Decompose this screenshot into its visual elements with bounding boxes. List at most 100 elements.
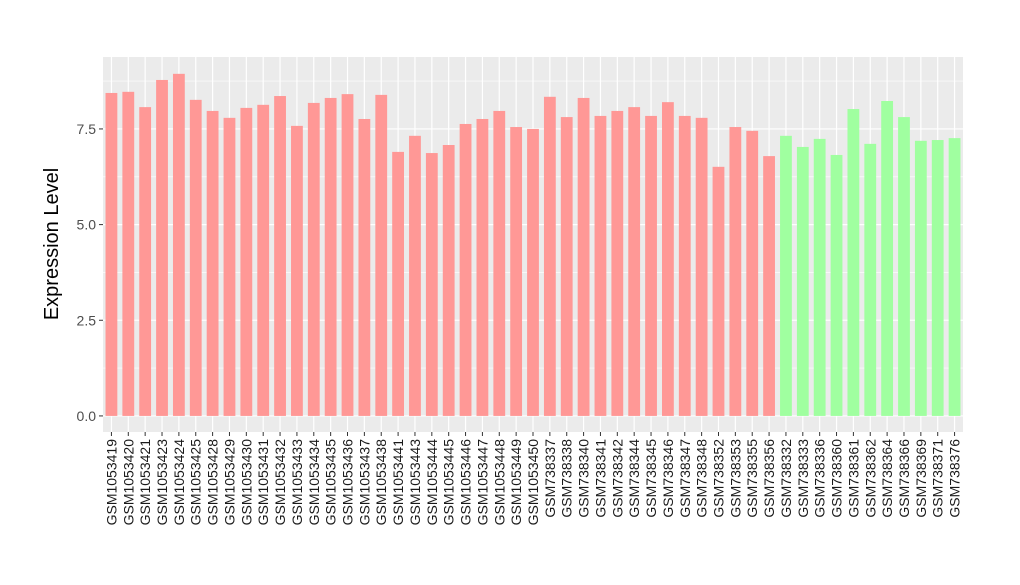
bar-GSM1053436 — [341, 94, 354, 416]
bar-GSM1053430 — [240, 107, 253, 416]
bar-GSM1053428 — [206, 110, 219, 416]
x-tick-label: GSM738347 — [677, 439, 693, 518]
x-tick-label: GSM1053441 — [390, 439, 406, 526]
x-tick-label: GSM738333 — [795, 439, 811, 518]
x-tick-label: GSM1053430 — [238, 439, 254, 526]
x-tick-label: GSM1053421 — [137, 439, 153, 526]
x-tick-label: GSM738337 — [542, 439, 558, 518]
x-tick-label: GSM1053432 — [272, 439, 288, 526]
x-tick-label: GSM738371 — [930, 439, 946, 518]
bar-GSM1053444 — [425, 153, 438, 416]
bar-GSM738345 — [645, 115, 657, 416]
bar-GSM738338 — [560, 117, 573, 416]
x-tick-label: GSM1053434 — [306, 439, 322, 526]
bar-GSM1053425 — [189, 99, 202, 416]
x-tick-label: GSM738336 — [812, 439, 828, 518]
bar-GSM738348 — [695, 117, 708, 416]
bar-GSM1053434 — [307, 102, 320, 416]
x-tick-label: GSM738338 — [559, 439, 575, 518]
bar-GSM1053445 — [442, 145, 455, 416]
x-tick-label: GSM1053448 — [491, 439, 507, 526]
bar-GSM1053424 — [172, 73, 185, 416]
x-tick-label: GSM1053431 — [255, 439, 271, 526]
x-tick-label: GSM738356 — [761, 439, 777, 518]
x-tick-label: GSM1053443 — [407, 439, 423, 526]
bar-GSM738369 — [914, 140, 927, 416]
x-tick-label: GSM738348 — [694, 439, 710, 518]
bar-GSM1053420 — [122, 91, 135, 416]
x-tick-label: GSM738366 — [896, 439, 912, 518]
x-tick-label: GSM738344 — [626, 439, 642, 518]
bar-GSM738353 — [729, 127, 742, 416]
x-tick-label: GSM738340 — [576, 439, 592, 518]
y-axis: 0.0 2.5 5.0 7.5 — [77, 121, 103, 424]
bar-GSM1053446 — [459, 123, 472, 416]
x-tick-label: GSM738362 — [862, 439, 878, 518]
bar-GSM738355 — [746, 130, 759, 416]
bar-GSM738376 — [948, 138, 961, 416]
x-tick-label: GSM1053433 — [289, 439, 305, 526]
x-tick-label: GSM738342 — [609, 439, 625, 518]
x-tick-label: GSM1053429 — [221, 439, 237, 526]
x-tick-label: GSM1053437 — [356, 439, 372, 526]
x-tick-label: GSM738364 — [879, 439, 895, 518]
x-tick-label: GSM1053445 — [441, 439, 457, 526]
x-tick-label: GSM1053424 — [171, 439, 187, 526]
x-tick-label: GSM738352 — [710, 439, 726, 518]
bar-GSM1053447 — [476, 118, 489, 416]
x-tick-label: GSM738369 — [913, 439, 929, 518]
bar-GSM1053421 — [139, 107, 152, 416]
bar-GSM738332 — [780, 135, 792, 416]
x-tick-label: GSM1053450 — [525, 439, 541, 526]
x-tick-label: GSM738360 — [829, 439, 845, 518]
x-tick-label: GSM738353 — [727, 439, 743, 518]
bar-GSM738371 — [931, 140, 944, 416]
bar-GSM738340 — [577, 97, 590, 416]
x-tick-label: GSM738361 — [845, 439, 861, 518]
bar-GSM738361 — [847, 109, 860, 416]
bar-GSM738356 — [763, 156, 775, 416]
x-tick-label: GSM1053423 — [154, 439, 170, 526]
bar-GSM1053437 — [358, 118, 371, 416]
bar-GSM1053429 — [223, 117, 236, 416]
bar-GSM738364 — [881, 101, 894, 416]
bar-GSM1053432 — [274, 96, 286, 416]
y-tick-label: 7.5 — [77, 121, 97, 137]
x-tick-label: GSM1053447 — [474, 439, 490, 526]
x-tick-label: GSM1053438 — [373, 439, 389, 526]
x-tick-label: GSM738332 — [778, 439, 794, 518]
x-axis: GSM1053419 GSM1053420 GSM1053421 GSM1053423… — [103, 432, 963, 526]
x-tick-label: GSM1053419 — [103, 439, 119, 526]
x-tick-label: GSM738376 — [947, 439, 963, 518]
bars — [105, 73, 961, 416]
bar-GSM1053443 — [409, 135, 421, 416]
bar-GSM738366 — [898, 117, 910, 416]
bar-GSM1053431 — [257, 104, 270, 416]
bar-GSM1053423 — [156, 79, 168, 416]
bar-GSM738346 — [662, 102, 674, 416]
bar-GSM738352 — [712, 166, 725, 416]
y-tick-label: 5.0 — [77, 217, 97, 233]
x-tick-label: GSM1053436 — [340, 439, 356, 526]
bar-GSM738344 — [628, 107, 641, 416]
x-tick-label: GSM738355 — [744, 439, 760, 518]
bar-GSM1053450 — [527, 128, 539, 416]
bar-GSM1053441 — [392, 151, 404, 416]
x-tick-label: GSM1053425 — [188, 439, 204, 526]
x-tick-label: GSM1053444 — [424, 439, 440, 526]
bar-GSM738336 — [813, 138, 826, 416]
bar-GSM738333 — [796, 146, 809, 416]
bar-GSM1053433 — [291, 125, 303, 416]
bar-GSM738360 — [830, 154, 843, 416]
y-axis-label: Expression Level — [41, 168, 63, 320]
y-tick-label: 0.0 — [77, 408, 97, 424]
bar-GSM1053438 — [375, 94, 388, 416]
x-tick-label: GSM1053420 — [120, 439, 136, 526]
x-tick-label: GSM1053446 — [458, 439, 474, 526]
bar-GSM1053449 — [510, 127, 523, 416]
y-tick-label: 2.5 — [77, 312, 97, 328]
bar-GSM1053435 — [324, 97, 337, 416]
x-tick-label: GSM1053435 — [323, 439, 339, 526]
bar-GSM1053448 — [493, 110, 506, 416]
